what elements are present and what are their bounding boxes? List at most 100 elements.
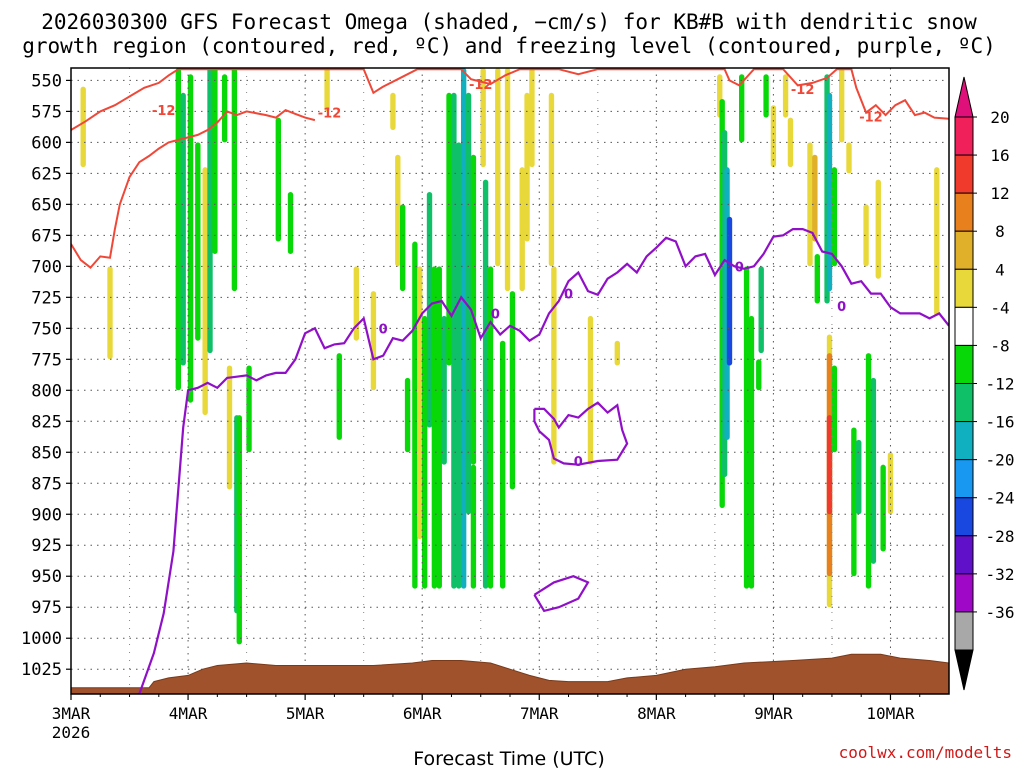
y-tick-label: 575	[31, 102, 62, 122]
colorbar-bin	[954, 383, 974, 423]
omega-cell	[436, 266, 442, 589]
colorbar-bin	[954, 344, 974, 384]
omega-cell	[756, 359, 762, 391]
omega-cell	[175, 68, 181, 391]
omega-cell	[431, 266, 438, 589]
colorbar-label: 12	[990, 184, 1009, 203]
dgz-label: -12	[791, 83, 815, 98]
omega-cell	[504, 68, 511, 292]
y-tick-label: 900	[31, 505, 62, 525]
colorbar-bin	[954, 459, 974, 499]
y-tick-label: 725	[31, 288, 62, 308]
dgz-contour-top	[71, 68, 949, 131]
colorbar-bin	[954, 421, 974, 461]
omega-cell	[336, 353, 342, 440]
x-tick-label: 4MAR	[169, 704, 208, 723]
omega-cell	[465, 92, 472, 515]
colorbar-arrow-bottom	[954, 649, 974, 691]
contour-lines	[71, 68, 949, 694]
omega-cell	[529, 68, 535, 168]
colorbar-bin	[954, 306, 974, 346]
y-tick-label: 925	[31, 536, 62, 556]
freezing-level-loop	[533, 401, 629, 466]
y-axis: 550 575 600 625 650 675 700 725 750 775 800 825 850 8…	[21, 71, 71, 680]
omega-cell	[207, 68, 213, 354]
colorbar-bin	[954, 192, 974, 232]
credit-text: coolwx.com/modelts	[839, 743, 1012, 762]
omega-cell	[212, 68, 218, 254]
omega-cell	[851, 427, 857, 577]
omega-cell	[287, 191, 294, 254]
omega-cell	[275, 117, 281, 242]
y-tick-label: 950	[31, 567, 62, 587]
omega-cell	[826, 92, 833, 292]
omega-cell	[782, 74, 789, 118]
y-tick-label: 750	[31, 319, 62, 339]
x-tick-sublabel: 2026	[52, 723, 91, 742]
colorbar-label: -16	[986, 413, 1015, 432]
omega-cell	[324, 68, 330, 112]
freezing-label: 0	[837, 300, 846, 315]
y-tick-label: 625	[31, 164, 62, 184]
y-tick-label: 650	[31, 195, 62, 215]
y-tick-label: 600	[31, 133, 62, 153]
y-tick-label: 550	[31, 71, 62, 91]
colorbar-label: -32	[986, 565, 1015, 584]
omega-cell	[587, 315, 594, 465]
omega-cell	[807, 142, 813, 267]
x-tick-label: 9MAR	[754, 704, 793, 723]
omega-cell	[770, 105, 777, 168]
colorbar-label: -36	[986, 603, 1015, 622]
colorbar: 20 16 12 8 4 -4 -8 -12 -16 -20 -24 -28 -32 -36	[954, 76, 1015, 691]
omega-cell	[870, 377, 877, 564]
colorbar-bin	[954, 230, 974, 270]
omega-cell	[187, 74, 194, 403]
omega-cell	[470, 464, 477, 589]
colorbar-label: -20	[986, 451, 1015, 470]
freezing-label: 0	[379, 322, 388, 337]
omega-cell	[519, 167, 525, 292]
gridlines	[71, 68, 949, 694]
omega-cell	[500, 340, 506, 589]
colorbar-label: -4	[990, 298, 1009, 317]
omega-cell	[548, 92, 555, 267]
omega-cell	[743, 266, 750, 589]
omega-cell	[812, 154, 818, 242]
omega-cell	[236, 415, 242, 645]
colorbar-label: 16	[990, 146, 1009, 165]
omega-cell	[451, 92, 457, 589]
colorbar-arrow-top	[954, 76, 974, 118]
omega-cell	[831, 365, 838, 453]
y-tick-label: 1000	[21, 629, 62, 649]
omega-cell	[426, 191, 433, 428]
omega-cell	[417, 266, 423, 540]
x-tick-label: 7MAR	[520, 704, 559, 723]
omega-cell	[875, 179, 881, 279]
x-tick-label: 10MAR	[866, 704, 915, 723]
terrain-fill	[71, 653, 949, 694]
omega-cell	[748, 315, 755, 589]
omega-cell	[195, 142, 201, 341]
omega-cell	[856, 439, 862, 515]
omega-cell	[487, 266, 494, 589]
omega-cell	[814, 253, 820, 304]
freezing-label: 0	[735, 260, 744, 275]
x-tick-label: 6MAR	[403, 704, 442, 723]
dgz-contour-bottom	[71, 108, 316, 269]
omega-cell	[934, 167, 940, 316]
omega-cell	[412, 241, 418, 589]
omega-shading	[80, 68, 940, 645]
colorbar-label: -28	[986, 527, 1015, 546]
omega-cell	[456, 142, 462, 589]
omega-cell	[446, 92, 452, 366]
omega-cell	[226, 365, 233, 490]
dgz-label: -12	[318, 107, 342, 122]
omega-cell	[763, 74, 769, 118]
omega-cell	[202, 167, 208, 416]
chart-title-line1: 2026030300 GFS Forecast Omega (shaded, −…	[41, 10, 977, 34]
omega-cell	[221, 74, 228, 143]
omega-cell	[180, 92, 186, 366]
terrain-area	[71, 653, 949, 694]
y-tick-label: 775	[31, 350, 62, 370]
omega-cell	[846, 142, 852, 174]
